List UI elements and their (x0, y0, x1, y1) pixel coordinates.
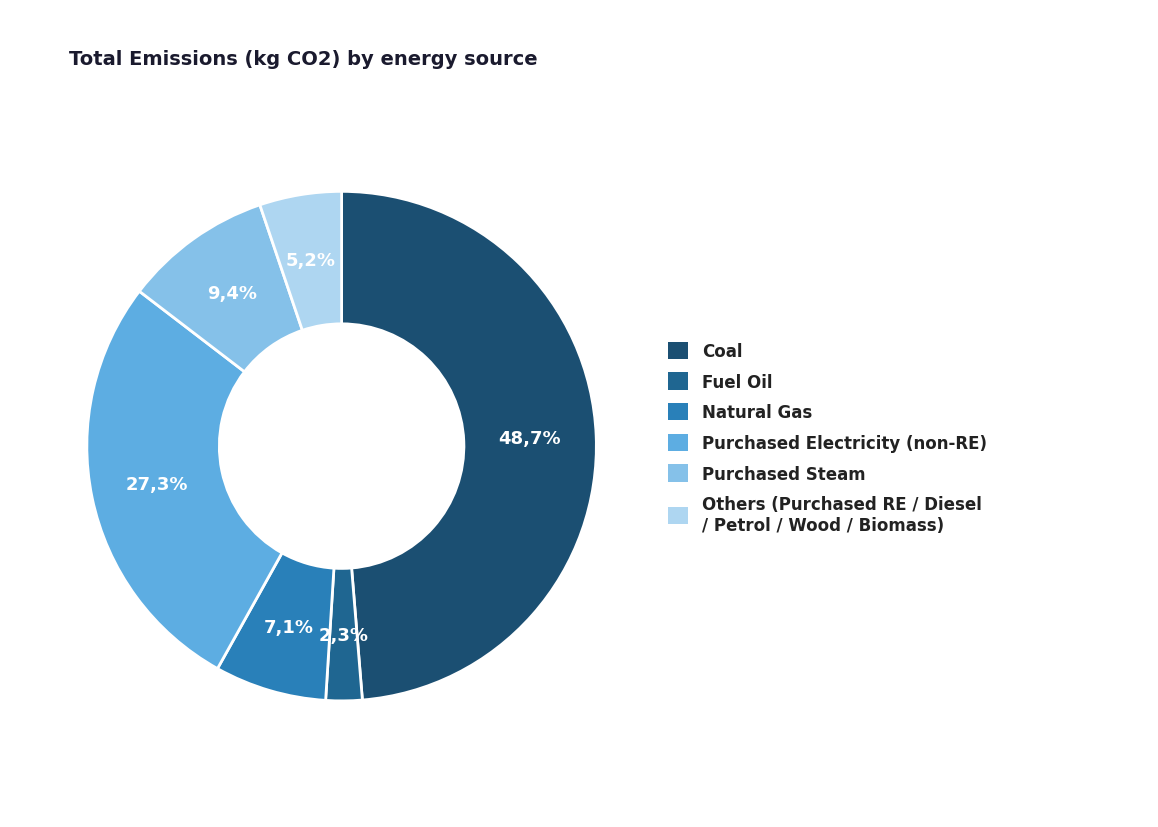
Text: 5,2%: 5,2% (286, 251, 336, 270)
Wedge shape (325, 568, 362, 701)
Text: 7,1%: 7,1% (264, 619, 314, 636)
Text: 27,3%: 27,3% (126, 476, 189, 494)
Wedge shape (259, 192, 342, 331)
Wedge shape (218, 553, 334, 700)
Wedge shape (342, 192, 596, 700)
Text: 48,7%: 48,7% (499, 430, 562, 448)
Text: 9,4%: 9,4% (207, 284, 257, 303)
Wedge shape (139, 206, 302, 372)
Legend: Coal, Fuel Oil, Natural Gas, Purchased Electricity (non-RE), Purchased Steam, Ot: Coal, Fuel Oil, Natural Gas, Purchased E… (668, 342, 987, 534)
Wedge shape (87, 292, 283, 669)
Text: Total Emissions (kg CO2) by energy source: Total Emissions (kg CO2) by energy sourc… (69, 50, 538, 69)
Text: 2,3%: 2,3% (318, 626, 368, 644)
